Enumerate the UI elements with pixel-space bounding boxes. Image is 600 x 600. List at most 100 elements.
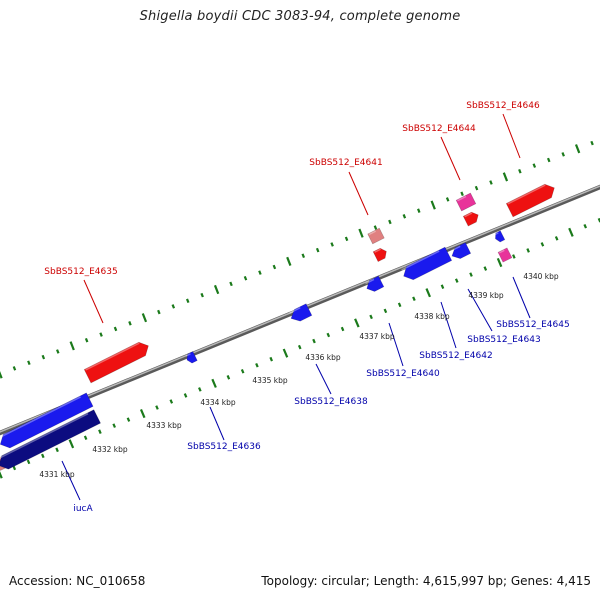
scale-tick	[502, 172, 509, 182]
scale-tick	[185, 298, 190, 304]
scale-tick	[258, 270, 262, 275]
label-sbbs512-e4636-leader	[209, 406, 225, 441]
gene-sbbs512-e4645	[497, 247, 513, 263]
label-sbbs512-e4646-leader	[502, 113, 521, 159]
gene-sbbs512-e4636-gloss	[185, 353, 191, 357]
scale-tick	[255, 362, 259, 368]
scale-tick	[84, 337, 89, 343]
scale-tick	[354, 318, 360, 328]
gene-sbbs512-e4644	[455, 192, 477, 212]
scale-tick	[460, 191, 464, 197]
scale-tick	[425, 288, 431, 298]
gene-iuc-blue-gloss	[0, 396, 81, 439]
label-iuca: iucA	[73, 504, 93, 514]
gene-sbbs512-e4642-gloss	[401, 250, 440, 271]
scale-tick	[213, 284, 220, 295]
tick-marks	[0, 140, 600, 479]
scale-tick	[518, 168, 522, 174]
scale-tick	[358, 228, 364, 238]
gene-iuca	[0, 409, 101, 470]
label-sbbs512-e4638-leader	[315, 363, 332, 395]
gene-sbbs512-e4645-rev	[494, 230, 506, 243]
label-sbbs512-e4642: SbBS512_E4642	[419, 351, 492, 361]
label-iuca-leader	[61, 460, 81, 501]
label-sbbs512-e4636: SbBS512_E4636	[187, 442, 261, 452]
gene-features	[0, 183, 555, 471]
scale-tick	[141, 313, 148, 323]
gene-sbbs512-e4635-gloss	[85, 342, 140, 371]
scale-tick	[83, 435, 88, 441]
gene-sbbs512-e4643-shape	[451, 242, 472, 259]
gene-iuca-gloss	[0, 413, 89, 461]
label-sbbs512-e4645-leader	[512, 276, 531, 319]
scale-tick	[139, 409, 146, 419]
scale-tick	[183, 393, 188, 398]
gene-sbbs512-e4643-gloss	[450, 245, 461, 252]
scale-tick	[383, 308, 388, 314]
scale-tick	[297, 344, 302, 350]
scale-tick	[229, 281, 233, 287]
scale-tick	[55, 447, 59, 453]
gene-sbbs512-e4642-shape	[403, 246, 453, 281]
scale-tick	[540, 242, 545, 247]
scale-tick	[440, 284, 445, 289]
scale-tick	[373, 225, 378, 230]
gene-sbbs512-e4644b-shape	[462, 211, 479, 227]
scale-tick	[397, 302, 402, 308]
scale-tick	[226, 375, 231, 380]
scale-tick	[68, 439, 75, 449]
scale-tick	[412, 296, 416, 302]
gene-sbbs512-e4640-gloss	[365, 278, 375, 285]
scale-tick	[417, 208, 421, 213]
gene-sbbs512-e4641	[367, 227, 385, 245]
kbp-label: 4336 kbp	[305, 353, 341, 362]
scale-tick	[26, 459, 31, 465]
gene-sbbs512-e4641-gloss	[368, 230, 377, 236]
scale-tick	[128, 321, 132, 326]
scale-tick	[532, 163, 537, 168]
map-title: Shigella boydii CDC 3083-94, complete ge…	[139, 9, 461, 24]
genome-summary-text: Topology: circular; Length: 4,615,997 bp…	[261, 574, 591, 588]
scale-tick	[41, 453, 45, 459]
scale-tick	[561, 152, 565, 157]
accession-text: Accession: NC_010658	[9, 574, 146, 588]
scale-tick	[369, 314, 373, 320]
kbp-label: 4339 kbp	[468, 291, 504, 300]
scale-tick	[469, 272, 473, 277]
gene-sbbs512-e4642-fwd-shape	[372, 247, 387, 263]
gene-sbbs512-e4641-shape	[367, 227, 385, 245]
scale-tick	[286, 256, 292, 266]
scale-tick	[240, 369, 245, 374]
scale-tick	[454, 278, 459, 283]
scale-tick	[568, 227, 574, 237]
scale-tick	[0, 370, 3, 379]
gene-sbbs512-e4645-rev-shape	[495, 230, 506, 243]
scale-tick	[597, 217, 600, 223]
gene-sbbs512-e4636-shape	[186, 351, 198, 364]
scale-tick	[200, 292, 204, 298]
gene-iuc-blue-shape	[0, 392, 94, 449]
scale-tick	[474, 185, 479, 191]
kbp-label: 4338 kbp	[414, 312, 450, 321]
scale-tick	[12, 366, 17, 371]
gene-labels: SbBS512_E4635 SbBS512_E4641 SbBS512_E4644 S…	[39, 101, 569, 514]
gene-sbbs512-e4643	[450, 242, 472, 259]
label-sbbs512-e4635: SbBS512_E4635	[44, 267, 117, 277]
scale-tick	[326, 332, 331, 338]
gene-sbbs512-e4642-fwd	[372, 247, 387, 263]
gene-sbbs512-e4640-shape	[366, 275, 385, 292]
scale-tick	[526, 248, 530, 253]
scale-tick	[388, 219, 392, 225]
scale-tick	[27, 360, 31, 365]
kbp-label: 4333 kbp	[146, 421, 182, 430]
scale-tick	[113, 326, 118, 332]
gene-sbbs512-e4646	[505, 183, 555, 218]
gene-sbbs512-e4640	[365, 275, 385, 292]
scale-tick	[489, 180, 493, 185]
label-sbbs512-e4644: SbBS512_E4644	[402, 124, 476, 134]
scale-tick	[41, 354, 46, 360]
scale-tick	[155, 405, 159, 410]
scale-tick	[69, 341, 75, 351]
label-sbbs512-e4638: SbBS512_E4638	[294, 397, 368, 407]
gene-iuca-shape	[0, 409, 101, 470]
